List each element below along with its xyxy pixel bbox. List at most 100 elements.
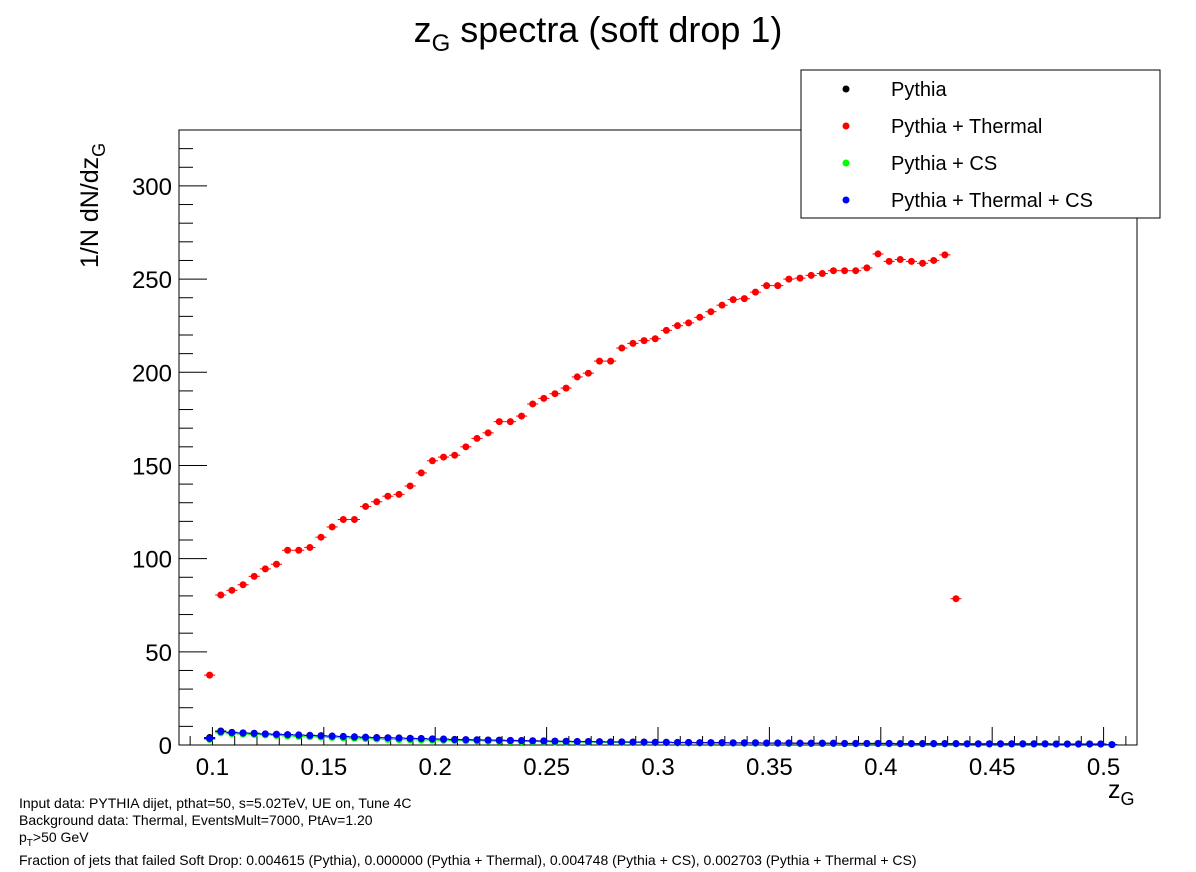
legend-label-pythia-cs: Pythia + CS (891, 153, 997, 175)
data-point (763, 282, 771, 290)
series-3 (204, 728, 1118, 749)
data-point (551, 737, 559, 745)
data-point (963, 740, 971, 748)
data-point (272, 730, 280, 738)
data-point (250, 572, 258, 580)
data-point (250, 729, 258, 737)
legend-marker-pythia-cs (842, 159, 850, 167)
data-point (395, 734, 403, 742)
data-point (618, 738, 626, 746)
data-point (919, 740, 927, 748)
data-point (228, 586, 236, 594)
legend: Pythia Pythia + Thermal Pythia + CS Pyth… (800, 69, 1161, 219)
data-point (818, 739, 826, 747)
x-tick-label: 0.15 (300, 754, 347, 781)
data-point (417, 469, 425, 477)
data-point (406, 482, 414, 490)
data-point (629, 339, 637, 347)
data-point (451, 451, 459, 459)
data-point (261, 730, 269, 738)
data-point (295, 731, 303, 739)
data-point (206, 734, 214, 742)
chart-title: zG spectra (soft drop 1) (414, 9, 783, 57)
data-point (373, 734, 381, 742)
x-tick-label: 0.5 (1087, 754, 1120, 781)
data-point (328, 523, 336, 531)
data-point (974, 740, 982, 748)
data-point (540, 394, 548, 402)
data-point (885, 740, 893, 748)
series-1 (204, 250, 962, 679)
data-point (328, 732, 336, 740)
data-point (952, 595, 960, 603)
data-point (1086, 740, 1094, 748)
data-point (707, 739, 715, 747)
data-point (640, 337, 648, 345)
data-point (495, 418, 503, 426)
data-point (362, 733, 370, 741)
data-point (829, 739, 837, 747)
data-point (930, 256, 938, 264)
data-point (707, 308, 715, 316)
data-point (217, 591, 225, 599)
data-point (941, 740, 949, 748)
data-point (696, 313, 704, 321)
data-point (206, 671, 214, 679)
data-point (751, 739, 759, 747)
data-point (740, 295, 748, 303)
legend-marker-pythia-thermal (842, 122, 850, 130)
data-point (740, 739, 748, 747)
note-pt-cut: pT>50 GeV (19, 829, 89, 849)
data-point (239, 581, 247, 589)
data-point (384, 492, 392, 500)
data-point (751, 288, 759, 296)
note-input-data: Input data: PYTHIA dijet, pthat=50, s=5.… (19, 795, 412, 811)
data-point (406, 734, 414, 742)
x-tick-label: 0.1 (196, 754, 229, 781)
data-point (874, 250, 882, 258)
data-point (852, 740, 860, 748)
data-point (350, 516, 358, 523)
legend-label-pythia: Pythia (891, 79, 947, 101)
data-point (362, 502, 370, 510)
data-point (863, 264, 871, 272)
data-point (696, 739, 704, 747)
x-axis-label: zG (1108, 776, 1135, 809)
data-point (774, 282, 782, 290)
data-point (551, 390, 559, 398)
data-point (529, 737, 537, 745)
y-axis-label: 1/N dN/dzG (76, 143, 109, 268)
legend-marker-pythia (842, 85, 850, 93)
data-point (841, 740, 849, 748)
data-point (1052, 740, 1060, 748)
x-axis: 0.1 0.15 0.2 0.25 0.3 0.35 0.4 0.45 0.5 (189, 727, 1127, 781)
data-point (384, 734, 392, 742)
data-point (428, 735, 436, 743)
data-point (763, 739, 771, 747)
data-point (718, 739, 726, 747)
data-point (785, 275, 793, 283)
legend-marker-pythia-thermal-cs (842, 196, 850, 204)
data-point (239, 729, 247, 737)
data-point (673, 739, 681, 747)
data-point (1019, 740, 1027, 748)
data-point (228, 729, 236, 737)
data-point (573, 738, 581, 746)
data-point (462, 443, 470, 451)
data-point (284, 731, 292, 739)
data-point (1075, 740, 1083, 748)
y-tick-label: 0 (159, 733, 172, 760)
data-point (863, 740, 871, 748)
data-point (729, 739, 737, 747)
y-tick-label: 150 (132, 453, 172, 480)
data-point (306, 731, 314, 739)
data-point (640, 738, 648, 746)
y-tick-label: 200 (132, 360, 172, 387)
data-point (807, 739, 815, 747)
data-point (506, 418, 514, 426)
data-point (272, 560, 280, 568)
data-point (339, 733, 347, 741)
data-point (596, 738, 604, 746)
data-point (562, 737, 570, 745)
